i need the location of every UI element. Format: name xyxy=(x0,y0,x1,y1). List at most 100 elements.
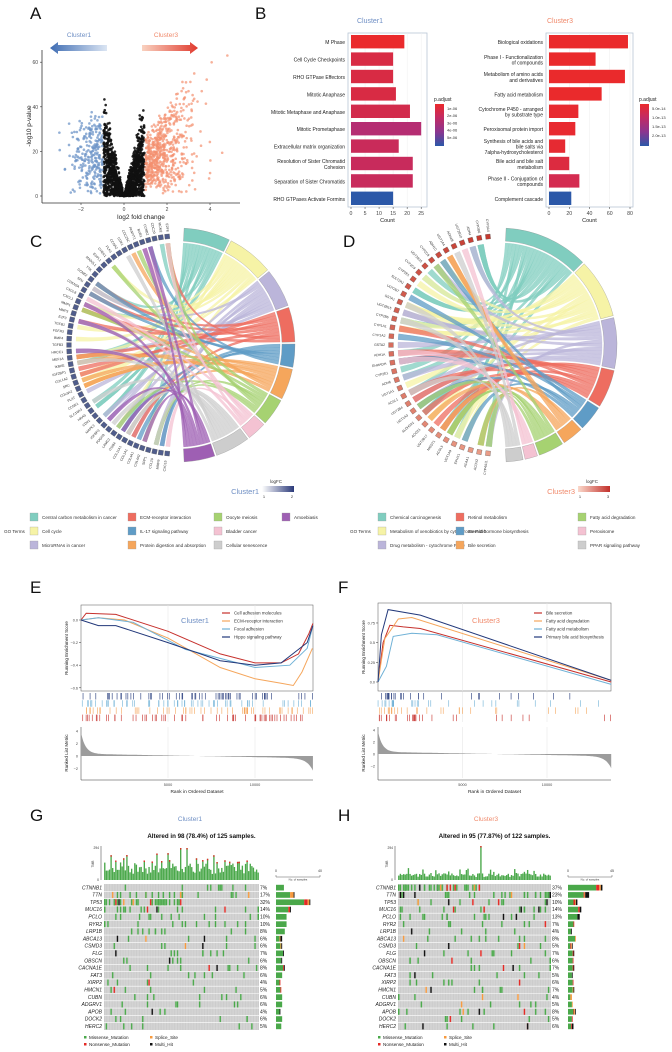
mutation-cell xyxy=(116,891,119,898)
side-axis-min: 0 xyxy=(567,869,569,873)
tmb-bar xyxy=(108,869,111,880)
data-point xyxy=(86,183,89,186)
tmb-bar xyxy=(194,872,196,880)
data-point xyxy=(153,154,157,157)
mutation-cell xyxy=(483,906,485,913)
tmb-bar xyxy=(211,873,213,880)
tmb-bar xyxy=(526,869,529,880)
data-point xyxy=(158,165,162,169)
gene-percent: 37% xyxy=(552,885,563,891)
data-point xyxy=(169,179,173,183)
mutation-cell xyxy=(526,891,529,898)
data-point xyxy=(168,118,172,121)
data-point xyxy=(169,154,172,158)
data-point xyxy=(130,166,133,169)
legend-swatch xyxy=(213,526,223,536)
data-point xyxy=(96,174,99,178)
tmb-bar xyxy=(130,868,133,880)
data-point xyxy=(132,156,136,159)
data-point xyxy=(170,182,173,186)
mutation-cell xyxy=(489,1001,492,1008)
gene-label: UGT2B10 xyxy=(454,223,463,239)
data-point xyxy=(156,158,159,161)
mutation-cell xyxy=(491,950,494,957)
gene-percent: 7% xyxy=(260,885,268,891)
data-point xyxy=(97,161,101,165)
mutation-cell xyxy=(472,884,474,891)
mutation-cell xyxy=(176,950,179,957)
gene-name: ADGRV1 xyxy=(375,1002,397,1008)
mutation-cell xyxy=(502,899,505,906)
mutation-cell xyxy=(499,986,502,993)
tmb-bar-top xyxy=(480,846,482,848)
data-point xyxy=(170,104,174,107)
mutation-cell xyxy=(119,906,122,913)
tmb-bar xyxy=(478,873,480,880)
mutation-cell xyxy=(165,899,168,906)
data-point xyxy=(100,163,104,167)
colorbar xyxy=(640,104,649,146)
sample-count-bar xyxy=(572,957,574,964)
tmb-bar xyxy=(475,876,477,880)
tmb-bar-top xyxy=(123,858,125,860)
category-label: RHO GTPase Effectors xyxy=(293,75,345,81)
data-point xyxy=(98,184,102,187)
mutation-cell xyxy=(454,935,456,942)
data-point xyxy=(170,110,174,113)
gene-label: ADH4 xyxy=(466,226,472,236)
mutation-cell xyxy=(257,913,259,920)
data-point xyxy=(106,143,109,147)
data-point xyxy=(135,135,139,139)
data-point xyxy=(63,168,67,171)
mutation-cell xyxy=(472,899,474,906)
data-point xyxy=(99,173,103,177)
mutation-cell xyxy=(484,935,487,942)
gene-box xyxy=(115,249,123,257)
sample-count-bar xyxy=(570,994,572,1000)
data-point xyxy=(182,146,186,149)
tmb-bar xyxy=(225,865,228,880)
mutation-cell xyxy=(148,928,150,935)
mutation-cell xyxy=(111,891,114,898)
data-point xyxy=(176,135,180,139)
tmb-bar xyxy=(146,873,149,880)
colorbar-label: 1.5e-13 xyxy=(652,124,666,129)
tmb-bar xyxy=(467,868,469,880)
gene-percent: 4% xyxy=(260,1009,268,1015)
tmb-bar xyxy=(404,874,406,880)
data-point xyxy=(184,161,188,165)
tmb-bar xyxy=(443,873,445,880)
mutation-cell xyxy=(157,899,160,906)
data-point xyxy=(183,117,186,120)
mutation-cell xyxy=(206,884,209,891)
data-point xyxy=(91,186,95,189)
legend-swatch xyxy=(577,512,587,522)
data-point xyxy=(113,188,116,191)
data-point xyxy=(110,160,113,164)
mutation-cell xyxy=(198,1001,201,1008)
data-point xyxy=(73,190,76,193)
gene-name: MUC16 xyxy=(379,907,396,913)
data-point xyxy=(164,117,168,120)
tmb-bar xyxy=(491,874,493,880)
mutation-cell xyxy=(105,899,108,906)
mutation-cell xyxy=(159,1008,161,1015)
data-point xyxy=(106,150,110,154)
tmb-bar xyxy=(208,868,210,880)
mutation-cell xyxy=(104,899,106,906)
mutation-cell xyxy=(146,906,149,913)
tmb-bar xyxy=(168,860,171,880)
tmb-bar xyxy=(415,873,418,880)
data-point xyxy=(149,185,153,188)
tmb-bar xyxy=(119,862,122,880)
data-point xyxy=(158,155,161,159)
gene-label: SFN xyxy=(76,276,84,283)
sample-count-bar xyxy=(279,935,281,942)
data-point xyxy=(162,137,166,141)
tmb-bar-top xyxy=(213,855,215,857)
gene-box xyxy=(391,315,398,322)
data-point xyxy=(160,174,163,178)
data-point xyxy=(160,168,164,172)
data-point xyxy=(73,156,77,159)
panel-label-h: H xyxy=(338,806,351,825)
